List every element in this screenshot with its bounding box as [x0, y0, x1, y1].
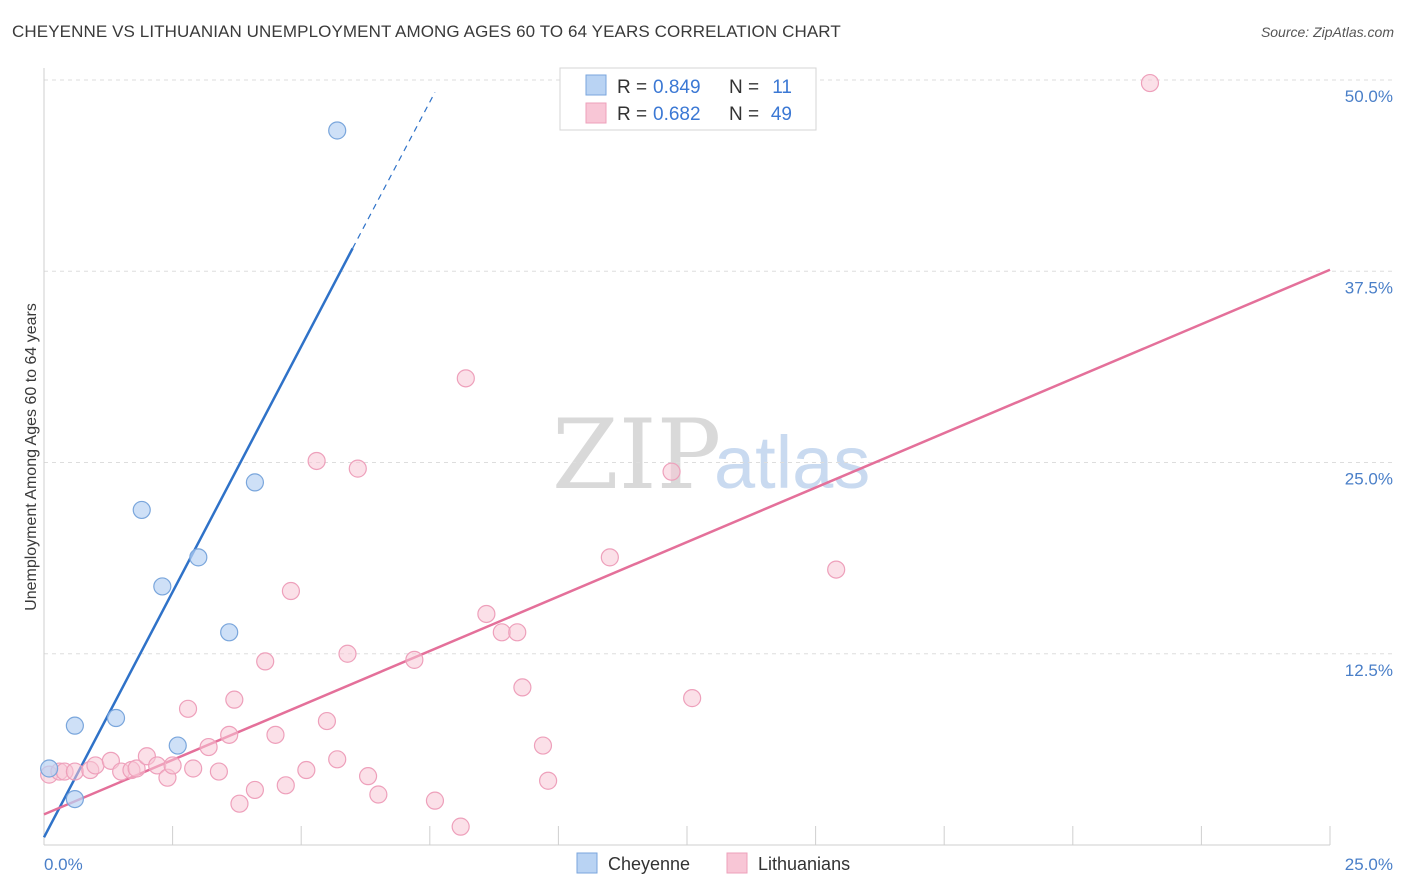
point-cheyenne [65, 716, 84, 735]
point-lithuanians [358, 767, 378, 786]
point-lithuanians [163, 756, 182, 775]
legend-swatch-cheyenne [585, 74, 607, 96]
source-label: Source: ZipAtlas.com [1260, 24, 1394, 40]
series-legend-label-cheyenne: Cheyenne [608, 854, 690, 874]
point-lithuanians [600, 548, 619, 567]
point-lithuanians [369, 785, 388, 804]
point-cheyenne [65, 789, 84, 809]
point-cheyenne [40, 759, 59, 778]
y-tick-labels: 12.5% 25.0% 37.5% 50.0% [1345, 87, 1393, 680]
legend-n-value-lithuanians: 49 [771, 104, 792, 125]
point-lithuanians [245, 780, 265, 800]
point-lithuanians [508, 623, 527, 642]
point-lithuanians [276, 776, 295, 795]
point-lithuanians [317, 711, 337, 731]
point-cheyenne [132, 500, 151, 520]
point-lithuanians [405, 650, 424, 669]
point-lithuanians [230, 794, 249, 813]
point-lithuanians [513, 678, 532, 697]
point-lithuanians [662, 462, 681, 481]
y-tick-label: 50.0% [1345, 87, 1393, 106]
y-tick-label: 25.0% [1345, 470, 1393, 489]
point-cheyenne [168, 736, 187, 755]
point-lithuanians [827, 560, 846, 579]
x-ticks [43, 826, 1331, 845]
point-lithuanians [456, 369, 475, 388]
legend-r-value-lithuanians: 0.682 [653, 104, 701, 125]
point-lithuanians [209, 762, 228, 781]
point-cheyenne [106, 708, 126, 728]
point-lithuanians [338, 644, 357, 663]
trend-line-cheyenne-extension [352, 91, 436, 249]
legend-n-value-cheyenne: 11 [772, 77, 792, 98]
point-cheyenne [220, 623, 239, 642]
grid-lines [44, 79, 1392, 655]
x-tick-label-max: 25.0% [1345, 855, 1393, 874]
data-points [40, 73, 1160, 836]
x-tick-label-min: 0.0% [44, 855, 83, 874]
point-lithuanians [1140, 73, 1160, 93]
correlation-legend: R = 0.849 N = 11 R = 0.682 N = 49 [559, 67, 817, 131]
legend-r-label-lithuanians: R = [617, 104, 647, 125]
point-lithuanians [266, 725, 285, 744]
legend-r-value-cheyenne: 0.849 [653, 77, 701, 98]
point-lithuanians [307, 451, 326, 471]
point-lithuanians [297, 760, 316, 780]
point-lithuanians [328, 750, 347, 769]
y-tick-label: 37.5% [1345, 278, 1393, 297]
point-lithuanians [477, 604, 496, 624]
legend-n-label-cheyenne: N = [729, 77, 759, 98]
point-lithuanians [256, 652, 275, 671]
watermark-zip: ZIP [552, 399, 721, 511]
legend-n-label-lithuanians: N = [729, 104, 759, 125]
point-lithuanians [348, 459, 367, 478]
legend-r-label-cheyenne: R = [617, 77, 647, 98]
series-legend-swatch-lithuanians [726, 852, 748, 874]
chart-title: CHEYENNE VS LITHUANIAN UNEMPLOYMENT AMON… [12, 22, 841, 41]
point-cheyenne [189, 548, 208, 567]
point-lithuanians [451, 817, 470, 836]
y-axis-label: Unemployment Among Ages 60 to 64 years [23, 303, 40, 611]
point-cheyenne [153, 577, 172, 596]
point-lithuanians [533, 736, 553, 755]
point-lithuanians [539, 771, 558, 790]
trend-lines [42, 91, 1331, 838]
point-lithuanians [184, 759, 203, 778]
point-lithuanians [425, 791, 445, 810]
point-cheyenne [245, 473, 265, 492]
point-lithuanians [127, 759, 146, 778]
point-lithuanians [199, 737, 218, 757]
point-lithuanians [225, 690, 244, 709]
series-legend-label-lithuanians: Lithuanians [758, 854, 850, 874]
y-tick-label: 12.5% [1345, 661, 1393, 680]
point-lithuanians [65, 762, 84, 781]
trend-line-lithuanians [43, 268, 1331, 816]
point-lithuanians [281, 581, 301, 601]
series-legend-swatch-cheyenne [576, 852, 598, 874]
point-lithuanians [683, 689, 702, 708]
point-cheyenne [328, 121, 347, 140]
legend-swatch-lithuanians [585, 102, 607, 124]
series-legend: Cheyenne Lithuanians [576, 852, 850, 874]
point-lithuanians [86, 756, 105, 775]
point-lithuanians [492, 623, 511, 642]
point-lithuanians [220, 725, 239, 744]
point-lithuanians [178, 699, 198, 718]
trend-line-cheyenne [42, 247, 354, 838]
